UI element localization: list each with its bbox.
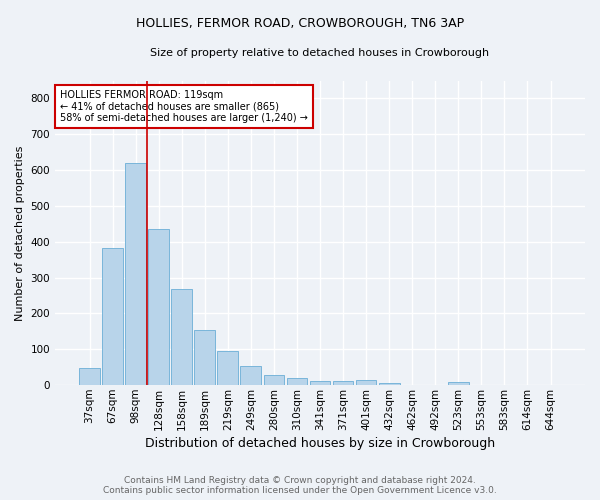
Bar [102,248,123,385]
Bar [379,382,400,385]
Text: HOLLIES FERMOR ROAD: 119sqm
← 41% of detached houses are smaller (865)
58% of se: HOLLIES FERMOR ROAD: 119sqm ← 41% of det… [61,90,308,123]
Bar [172,290,192,385]
Bar [332,381,353,385]
Bar [217,350,238,385]
Text: HOLLIES, FERMOR ROAD, CROWBOROUGH, TN6 3AP: HOLLIES, FERMOR ROAD, CROWBOROUGH, TN6 3… [136,18,464,30]
Bar [125,162,146,385]
X-axis label: Distribution of detached houses by size in Crowborough: Distribution of detached houses by size … [145,437,495,450]
Bar [448,382,469,385]
Bar [287,378,307,385]
Bar [148,228,169,385]
Text: Contains HM Land Registry data © Crown copyright and database right 2024.
Contai: Contains HM Land Registry data © Crown c… [103,476,497,495]
Bar [241,366,261,385]
Bar [263,375,284,385]
Bar [79,368,100,385]
Y-axis label: Number of detached properties: Number of detached properties [15,145,25,320]
Bar [194,330,215,385]
Bar [310,381,331,385]
Title: Size of property relative to detached houses in Crowborough: Size of property relative to detached ho… [151,48,490,58]
Bar [356,380,376,385]
